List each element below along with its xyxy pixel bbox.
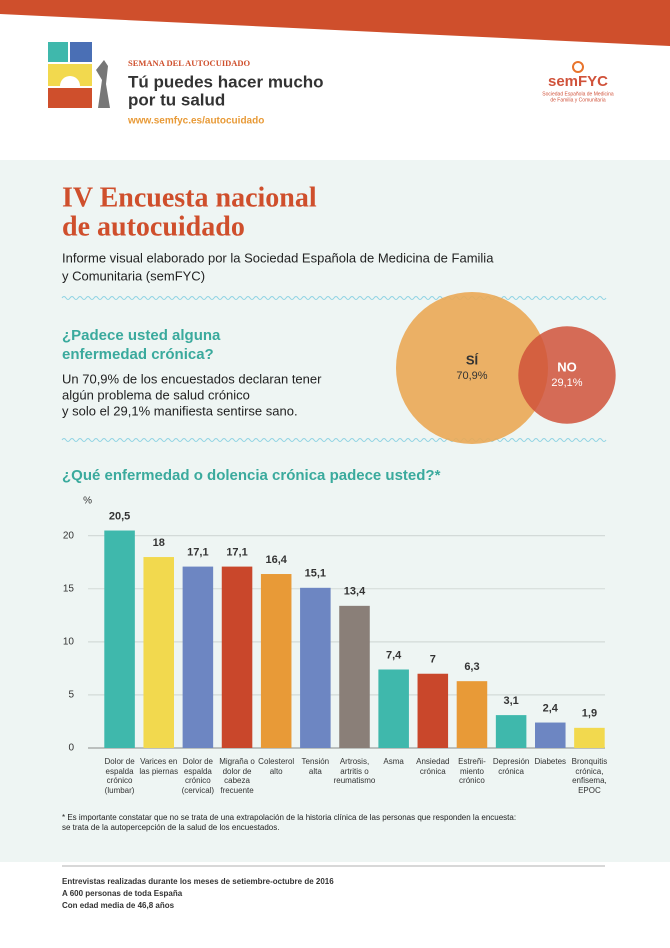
value-label: 7,4 xyxy=(386,649,402,661)
bar xyxy=(378,669,409,748)
x-tick-label: Artrosis, artritis o reumatismo xyxy=(333,757,376,785)
x-tick-label: Estreñi- miento crónico xyxy=(458,757,486,785)
logo xyxy=(48,42,110,108)
x-tick-label: Migraña o dolor de cabeza frecuente xyxy=(219,757,255,795)
org-icon xyxy=(572,61,584,73)
url: www.semfyc.es/autocuidado xyxy=(127,116,264,127)
subtitle: Informe visual elaborado por la Sociedad… xyxy=(62,250,494,265)
slogan: por tu salud xyxy=(128,90,225,109)
bubble-label: SÍ xyxy=(466,352,479,367)
value-label: 15,1 xyxy=(305,568,326,580)
x-tick-label: Dolor de espalda crónico (lumbar) xyxy=(104,757,135,795)
logo-block xyxy=(48,88,92,108)
bar xyxy=(495,715,527,748)
bar xyxy=(534,722,566,748)
value-label: 2,4 xyxy=(543,702,559,714)
question-text: algún problema de salud crónico xyxy=(62,387,250,402)
org-full: Sociedad Española de Medicina xyxy=(542,91,614,97)
x-tick-label: Dolor de espalda crónico (cervical) xyxy=(181,757,215,795)
x-tick-label: Ansiedad crónica xyxy=(416,757,450,776)
x-tick-label: Varices en las piernas xyxy=(139,757,179,776)
logo-figure xyxy=(96,60,110,108)
bar xyxy=(104,530,135,748)
chart-title: ¿Qué enfermedad o dolencia crónica padec… xyxy=(62,467,441,484)
question-heading: ¿Padece usted alguna xyxy=(62,327,221,344)
value-label: 1,9 xyxy=(582,708,597,720)
y-axis-label: % xyxy=(83,496,92,507)
bar xyxy=(300,587,331,748)
title: de autocuidado xyxy=(62,211,245,242)
question-text: Un 70,9% de los encuestados declaran ten… xyxy=(62,371,322,386)
wave-divider xyxy=(61,296,607,300)
bar xyxy=(574,727,605,748)
bar xyxy=(456,681,488,748)
bubble-value: 70,9% xyxy=(456,370,487,382)
question-heading: enfermedad crónica? xyxy=(62,346,214,363)
bubble-value: 29,1% xyxy=(551,377,582,389)
value-label: 7 xyxy=(430,654,436,666)
value-label: 17,1 xyxy=(226,546,247,558)
question-text: y solo el 29,1% manifiesta sentirse sano… xyxy=(62,403,298,418)
title: IV Encuesta nacional xyxy=(62,182,317,213)
value-label: 20,5 xyxy=(109,510,130,522)
value-label: 3,1 xyxy=(503,695,518,707)
bar xyxy=(417,673,449,748)
value-label: 18 xyxy=(153,537,165,549)
footnote: se trata de la autopercepción de la salu… xyxy=(62,823,279,832)
org-full: de Familia y Comunitaria xyxy=(550,97,606,103)
logo-block xyxy=(70,42,92,62)
kicker: SEMANA DEL AUTOCUIDADO xyxy=(128,58,251,68)
x-tick-label: Tensión alta xyxy=(301,757,330,776)
bar xyxy=(221,566,253,748)
x-tick-label: Diabetes xyxy=(534,757,567,766)
footnote: * Es importante constatar que no se trat… xyxy=(62,813,516,822)
top-band xyxy=(0,0,670,46)
bar xyxy=(182,566,214,748)
value-label: 13,4 xyxy=(344,586,366,598)
value-label: 6,3 xyxy=(464,661,479,673)
org-name: semFYC xyxy=(548,73,608,90)
bubble xyxy=(518,326,616,424)
y-tick-label: 0 xyxy=(68,743,74,754)
bubble xyxy=(396,292,548,444)
y-tick-label: 5 xyxy=(68,690,74,701)
bar xyxy=(260,574,292,748)
value-label: 16,4 xyxy=(265,554,287,566)
y-tick-label: 15 xyxy=(63,584,75,595)
y-tick-label: 10 xyxy=(63,637,75,648)
footer-text: Con edad media de 46,8 años xyxy=(62,901,175,910)
x-tick-label: Colesterol alto xyxy=(258,757,295,776)
subtitle: y Comunitaria (semFYC) xyxy=(62,268,205,283)
bubble-label: NO xyxy=(557,359,577,374)
slogan: Tú puedes hacer mucho xyxy=(128,72,324,91)
bar xyxy=(339,605,370,748)
x-tick-label: Depresión crónica xyxy=(492,757,530,776)
x-tick-label: Bronquitis crónica, enfisema, EPOC xyxy=(571,757,608,795)
footer-bg xyxy=(0,862,670,948)
y-tick-label: 20 xyxy=(63,530,75,541)
logo-block xyxy=(48,42,68,62)
x-tick-label: Asma xyxy=(383,757,404,766)
logo-block xyxy=(48,64,92,86)
wave-divider xyxy=(61,438,607,442)
footer-text: Entrevistas realizadas durante los meses… xyxy=(62,877,334,886)
footer-text: A 600 personas de toda España xyxy=(62,889,183,898)
value-label: 17,1 xyxy=(187,546,208,558)
bar xyxy=(143,557,175,748)
